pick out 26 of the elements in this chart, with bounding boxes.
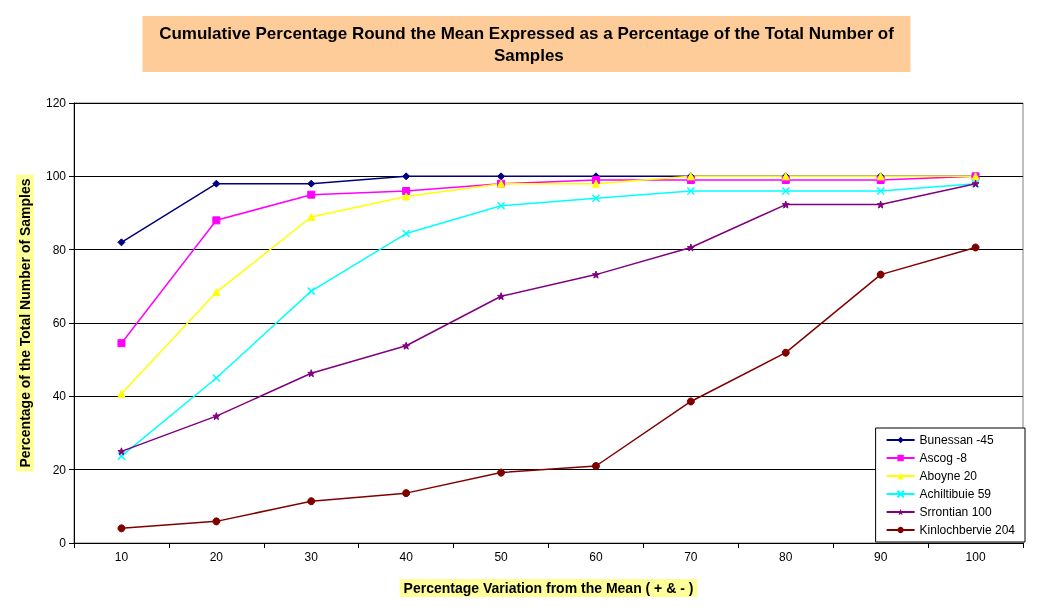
x-tick-label: 20 [209,550,224,564]
x-tick-label: 40 [399,550,414,564]
x-tick-label: 30 [304,550,319,564]
x-axis-title: Percentage Variation from the Mean ( + & - ) [403,580,694,596]
y-tick-label: 80 [52,242,67,257]
y-tick-label: 20 [52,462,67,477]
chart-title: Cumulative Percentage Round the Mean Expressed as a Percentage of the Total Number of Samples [159,23,895,65]
legend-label: Aboyne 20 [919,469,978,483]
y-tick-label: 0 [59,536,67,550]
x-tick-label: 70 [684,550,698,564]
x-tick-label: 50 [494,550,509,564]
y-tick-label: 40 [52,389,67,404]
legend-label: Srrontian 100 [919,505,992,519]
y-tick-label: 60 [52,316,67,330]
y-axis-title: Percentage of the Total Number of Samples [17,178,33,468]
legend-label: Achiltibuie 59 [919,487,992,501]
y-tick-label: 100 [45,169,67,184]
legend-label: Kinlochbervie 204 [919,523,1016,537]
x-tick-label: 80 [779,550,793,564]
x-tick-label: 10 [114,550,129,564]
legend-label: Ascog -8 [919,451,968,465]
x-tick-label: 60 [589,550,603,564]
y-tick-label: 120 [45,96,67,110]
x-tick-label: 100 [965,550,986,564]
x-tick-label: 90 [873,550,888,564]
legend-label: Bunessan -45 [919,433,994,447]
